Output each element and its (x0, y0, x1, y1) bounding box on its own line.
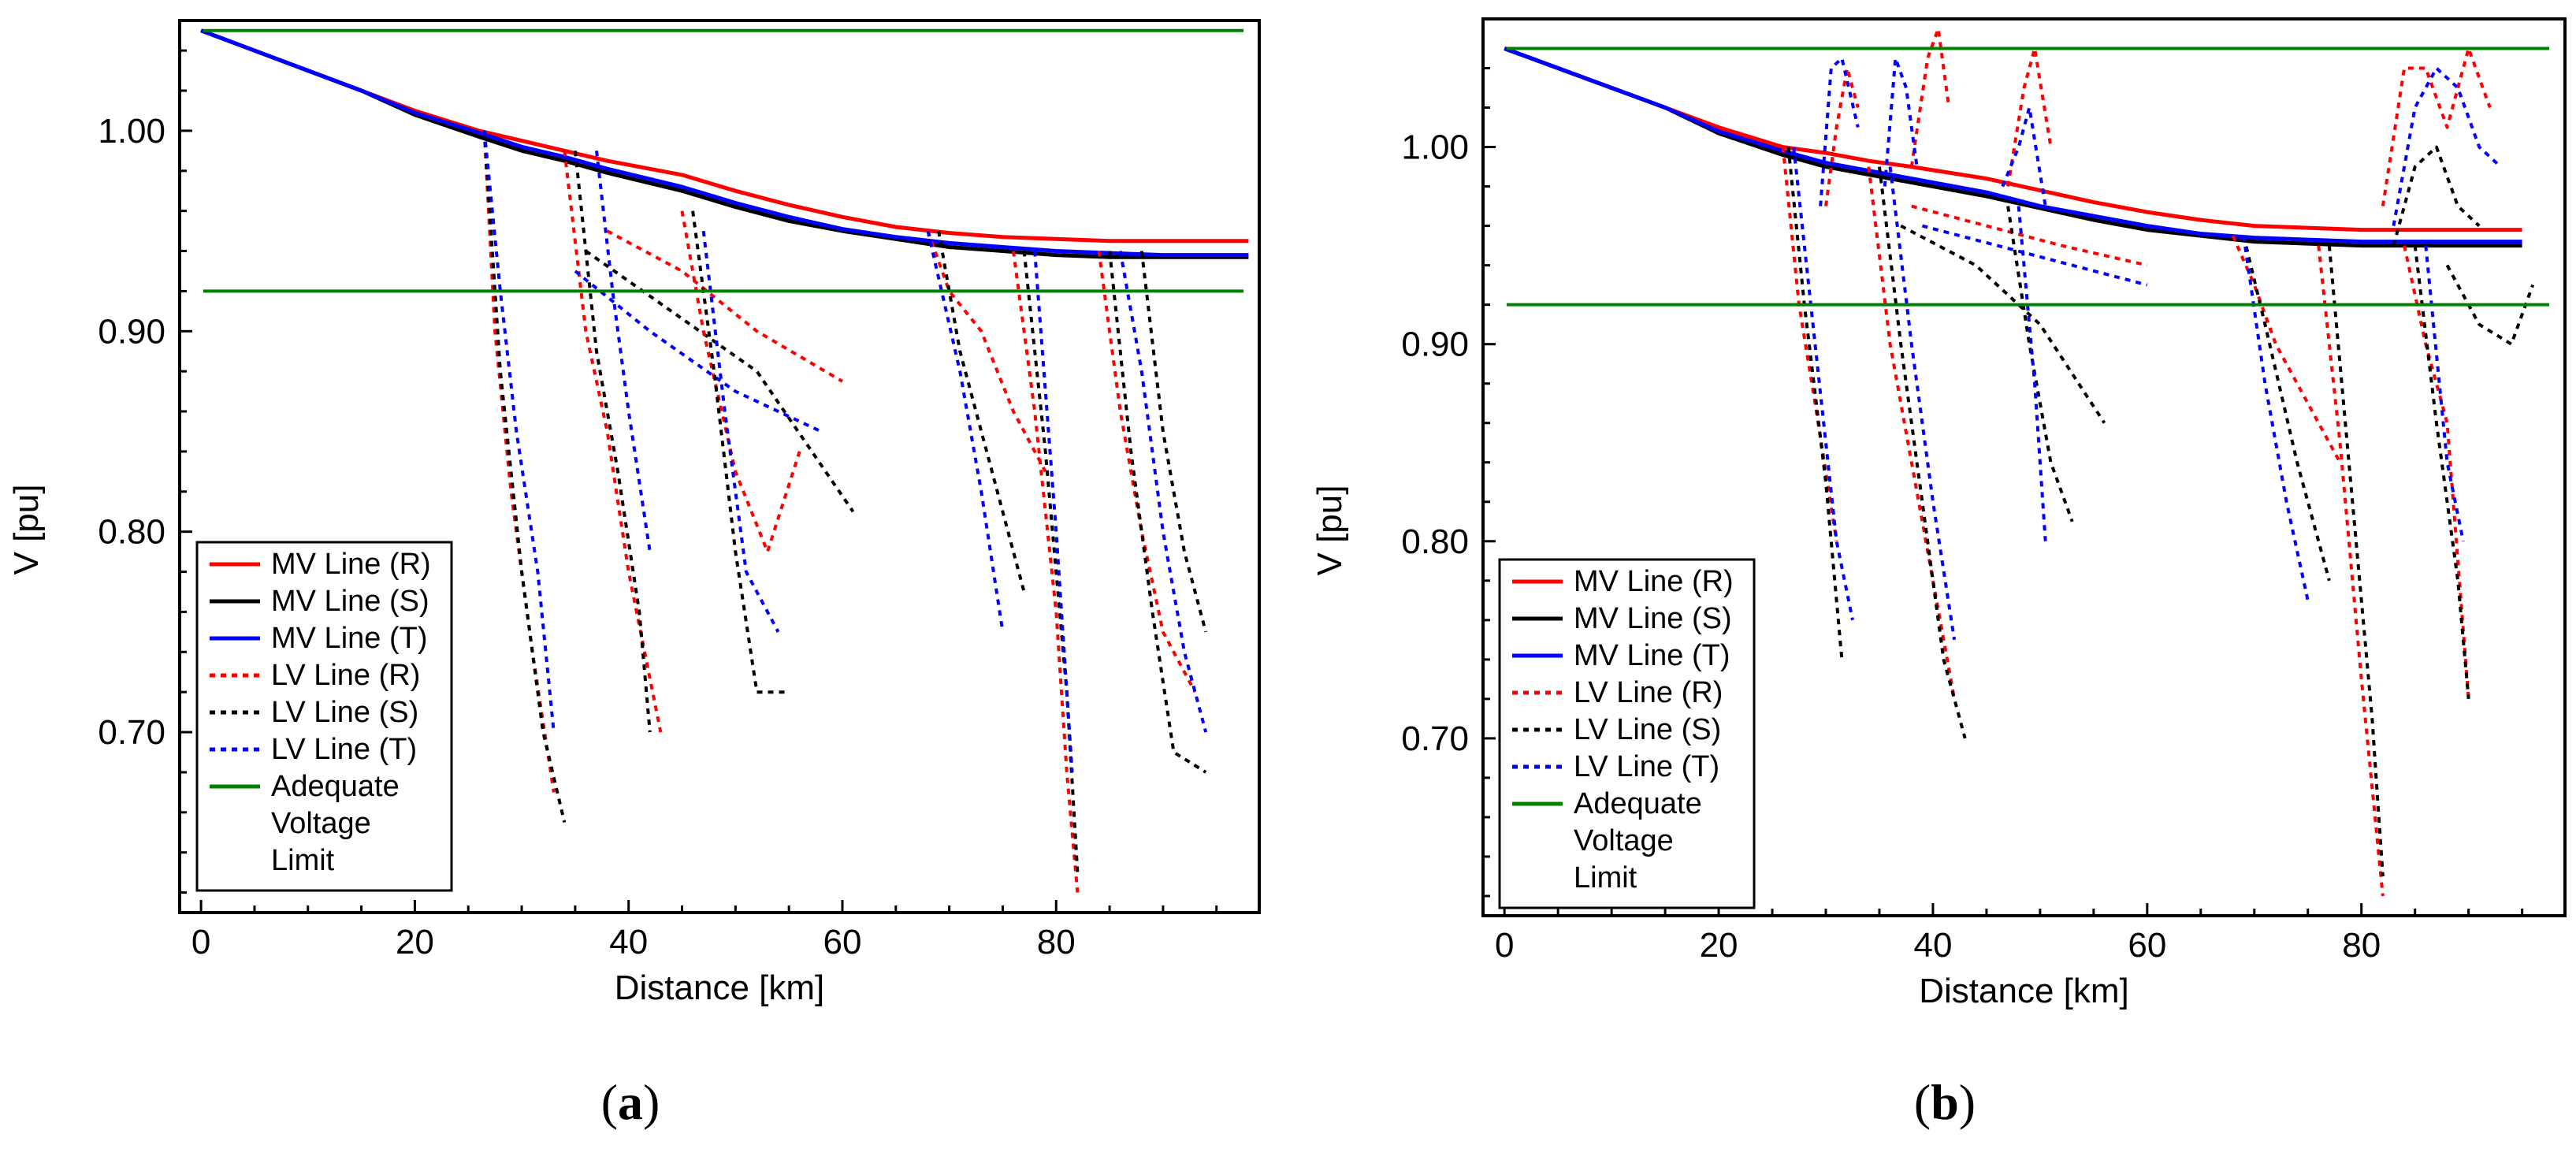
legend-entry: LV Line (S) (271, 696, 418, 729)
x-tick-label: 40 (1913, 926, 1952, 965)
series-line (926, 230, 1047, 473)
series-line (1786, 147, 1844, 660)
series-line (691, 210, 790, 694)
series-line (2242, 235, 2310, 601)
legend-entry: Adequate Voltage Limit (271, 770, 400, 877)
series-line (2392, 66, 2502, 226)
series-line (200, 28, 1249, 244)
series-line (482, 130, 556, 733)
chart-panel-b: 0 20 40 60 80 0.70 0.80 0.90 1.00 Distance [km] V … (1310, 17, 2567, 1130)
figure-caption: (b) (1914, 1074, 1976, 1130)
legend-entry: MV Line (S) (271, 585, 429, 618)
legend-entry: MV Line (R) (1574, 565, 1734, 598)
y-axis-label: V [pu] (1310, 485, 1349, 576)
x-axis-label: Distance [km] (615, 969, 825, 1007)
series-line (2231, 235, 2342, 463)
series-line (2317, 245, 2385, 897)
legend-entry: LV Line (S) (1574, 713, 1721, 746)
series-line (1012, 251, 1080, 893)
y-tick-label: 1.00 (1401, 128, 1469, 167)
y-tick-label: 0.70 (1401, 720, 1469, 758)
y-tick-label: 0.90 (98, 312, 165, 351)
series-line (574, 270, 822, 433)
legend-entry: MV Line (T) (1574, 639, 1730, 672)
x-tick-label: 20 (1700, 926, 1738, 965)
series-line (1819, 57, 1860, 206)
y-tick-label: 0.80 (98, 513, 165, 552)
series-line (1883, 57, 1919, 187)
series-line (1781, 147, 1838, 542)
series-line (680, 210, 801, 554)
legend-entry: LV Line (R) (1574, 676, 1723, 709)
series-line (1824, 66, 1860, 206)
series-line (1108, 251, 1207, 774)
series-line (2242, 235, 2331, 582)
series-line (1139, 251, 1208, 633)
series-line (1900, 224, 2106, 424)
series-line (2413, 245, 2470, 700)
series-line (701, 230, 780, 633)
series-line (2006, 206, 2074, 522)
legend-entry: LV Line (R) (271, 659, 420, 692)
y-tick-label: 1.00 (98, 112, 165, 151)
series-line (1921, 224, 2148, 287)
legend-entry: MV Line (T) (271, 622, 427, 655)
series-line (1504, 46, 2522, 248)
series-line (2445, 264, 2535, 346)
series-line (1911, 204, 2148, 267)
series-line (482, 130, 567, 823)
series-line (482, 130, 556, 793)
legend-entry: Adequate Voltage Limit (1574, 787, 1702, 894)
plot-frame (1481, 17, 2567, 917)
figure-caption: (a) (601, 1074, 660, 1130)
x-tick-label: 60 (823, 923, 862, 961)
series-line (200, 28, 1249, 259)
legend-entry: MV Line (R) (271, 548, 431, 581)
series-line (573, 151, 652, 733)
y-tick-label: 0.80 (1401, 522, 1469, 561)
x-tick-label: 60 (2128, 926, 2166, 965)
plot-frame (178, 19, 1261, 914)
legend-entry: MV Line (S) (1574, 602, 1732, 635)
series-line (606, 229, 844, 383)
series-line (2392, 145, 2481, 247)
x-tick-label: 20 (396, 923, 434, 961)
legend-entry: LV Line (T) (1574, 750, 1719, 783)
series-line (2006, 46, 2053, 187)
y-tick-label: 0.70 (98, 713, 165, 752)
series-group (1504, 27, 2535, 897)
series-line (1909, 27, 1951, 167)
series-line (2001, 106, 2047, 206)
series-line (2403, 245, 2470, 700)
x-tick-label: 40 (609, 923, 648, 961)
x-axis-label: Distance [km] (1919, 972, 2129, 1010)
series-line (1033, 251, 1074, 773)
series-line (1504, 46, 2522, 244)
series-line (1792, 147, 1854, 621)
x-tick-label: 0 (1495, 926, 1514, 965)
legend-entry: LV Line (T) (271, 733, 417, 766)
series-line (595, 151, 652, 552)
series-line (585, 249, 855, 513)
series-line (1118, 251, 1208, 733)
x-tick-label: 0 (191, 923, 210, 961)
series-line (1022, 251, 1080, 873)
series-line (1097, 251, 1197, 693)
x-tick-label: 80 (1037, 923, 1076, 961)
series-line (1867, 166, 1957, 700)
y-axis-label: V [pu] (7, 485, 46, 575)
y-tick-label: 0.90 (1401, 325, 1469, 364)
series-line (200, 28, 1249, 258)
series-line (1888, 166, 1957, 641)
series-group (200, 28, 1249, 893)
chart-panel-a: 0 20 40 60 80 0.70 0.80 0.90 1.00 Distance [km] V … (7, 19, 1261, 1130)
series-line (2381, 46, 2492, 206)
x-tick-label: 80 (2342, 926, 2381, 965)
series-line (2327, 245, 2385, 877)
series-line (937, 230, 1026, 593)
series-line (2017, 206, 2047, 541)
series-line (563, 151, 663, 733)
